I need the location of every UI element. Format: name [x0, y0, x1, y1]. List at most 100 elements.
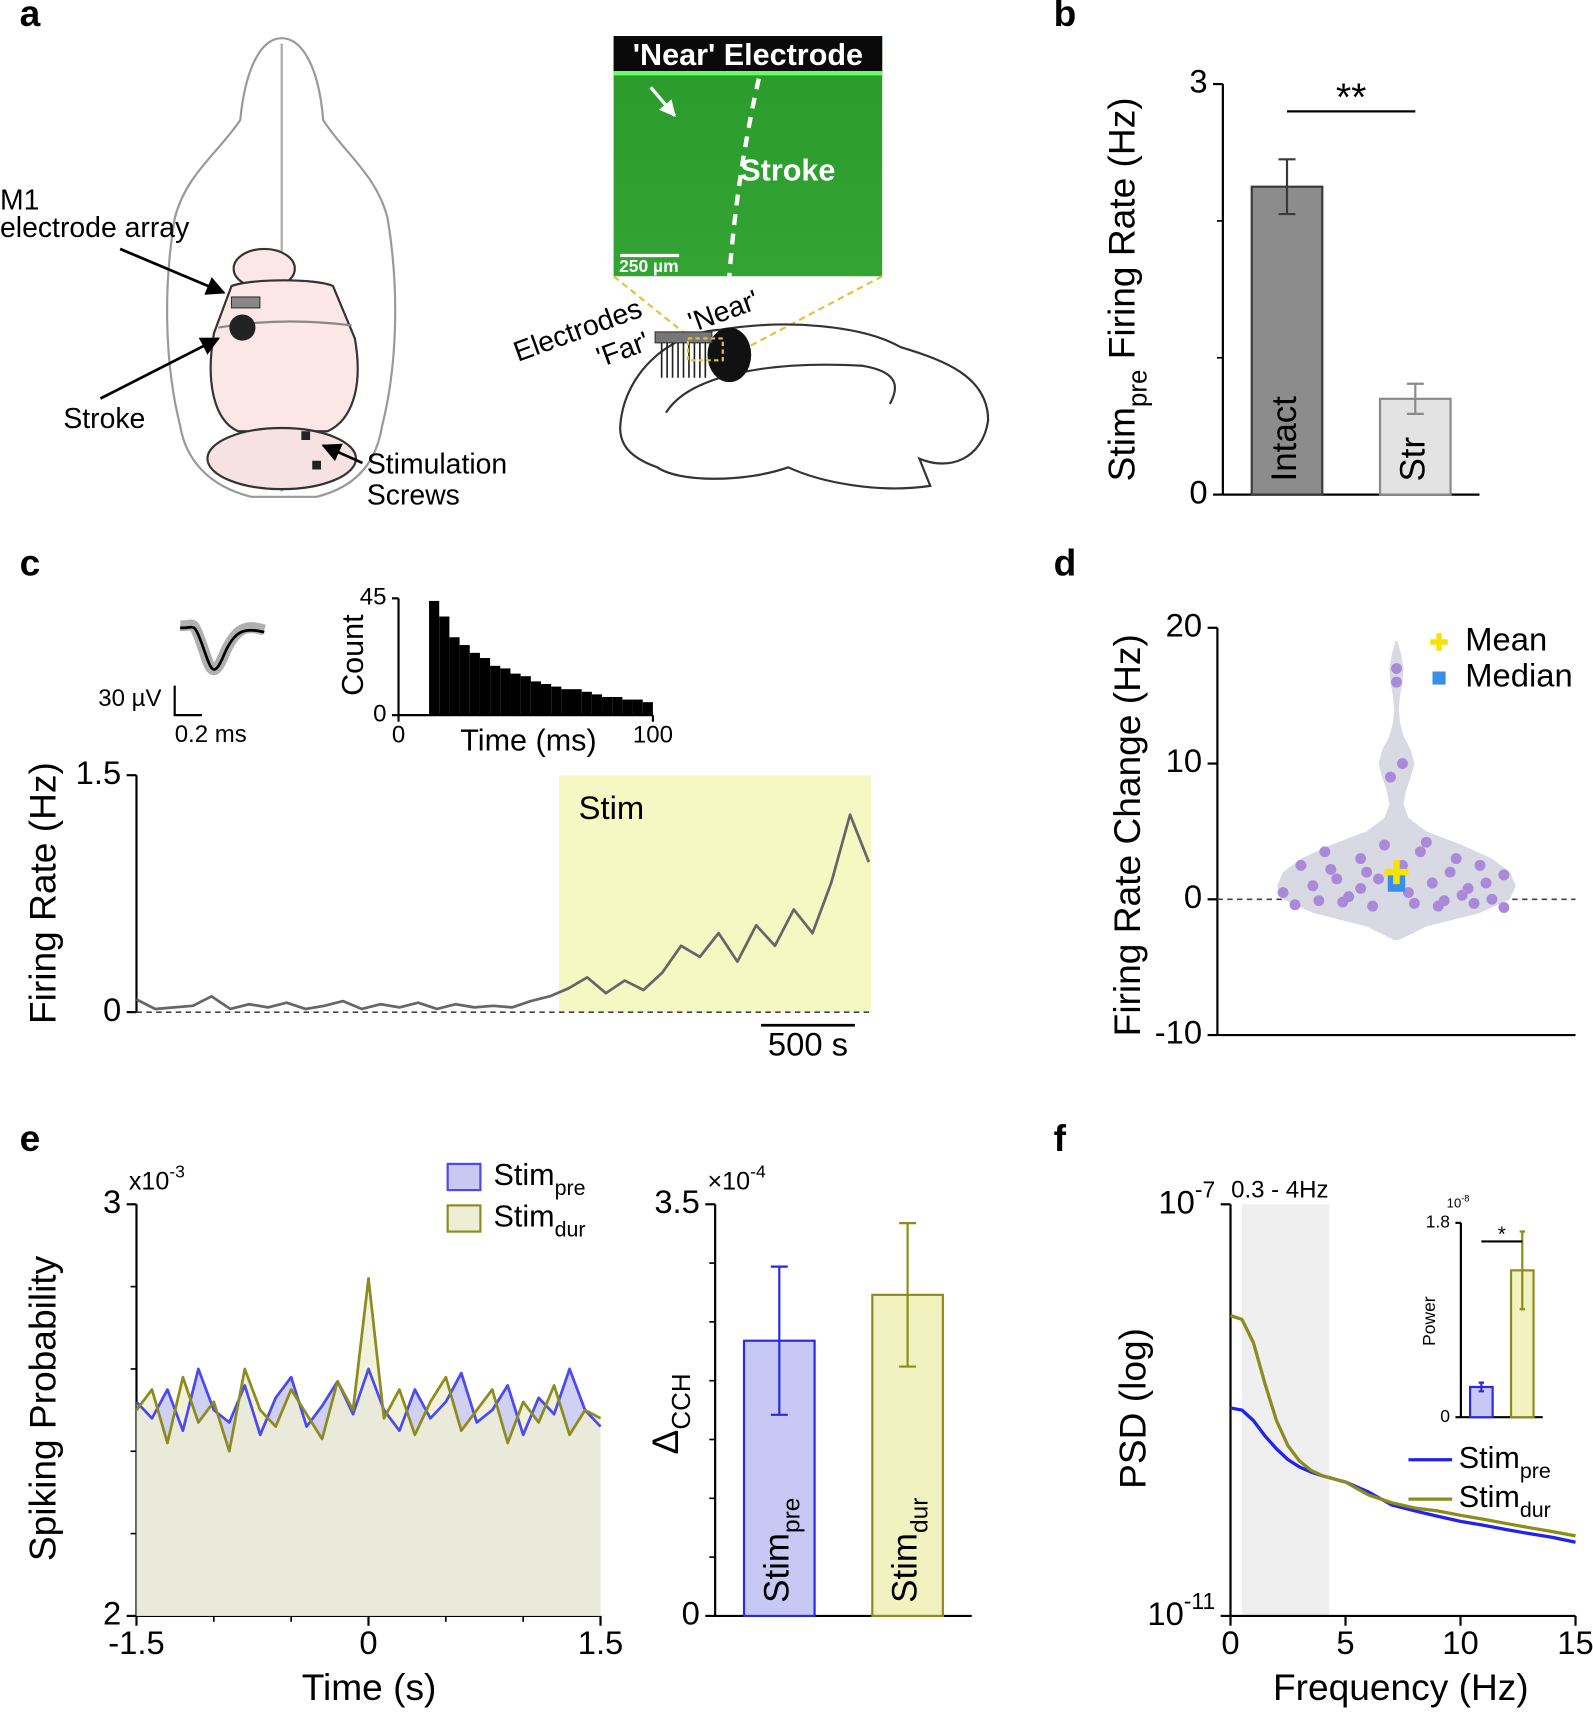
panel-label: e — [20, 1117, 41, 1159]
label: Stroke — [63, 403, 145, 435]
y-axis-label: Spiking Probability — [22, 1255, 64, 1561]
zoom-box — [686, 337, 724, 362]
shade-label: Stim — [579, 789, 645, 826]
y-tick-label: 3 — [103, 1183, 121, 1220]
legend-swatch — [446, 1162, 482, 1192]
data-point — [1498, 869, 1510, 881]
data-point — [1438, 895, 1450, 907]
histogram-bar — [469, 652, 480, 716]
y-tick-label: 1.8 — [1426, 1211, 1450, 1231]
histogram-bar — [642, 702, 653, 716]
arrow — [119, 247, 226, 295]
significance-label: ** — [1336, 75, 1367, 119]
arrow — [99, 337, 221, 400]
data-point — [1307, 880, 1319, 892]
error-bar — [1478, 1381, 1485, 1393]
histogram-bar — [530, 681, 541, 716]
data-point — [1277, 887, 1289, 898]
data-point — [1391, 676, 1402, 688]
data-point — [1402, 887, 1414, 898]
sagittal-brain — [619, 323, 990, 490]
histogram-bar — [571, 689, 582, 716]
panel-label: b — [1054, 0, 1077, 34]
data-point — [1450, 853, 1462, 865]
waveform-inset: 30 µV 0.2 ms — [98, 619, 266, 748]
y-axis-label: PSD (log) — [1111, 1328, 1153, 1489]
panel-label: f — [1054, 1117, 1067, 1159]
histogram-bar — [449, 637, 460, 716]
y-tick-label: 0 — [682, 1595, 700, 1632]
data-point — [1355, 882, 1367, 894]
x-tick-label: 1.5 — [578, 1624, 624, 1661]
legend-label: Stimdur — [1459, 1480, 1551, 1522]
cerebellum — [206, 426, 358, 491]
bar-label: Stimdur — [886, 1498, 934, 1603]
label: Screws — [367, 479, 460, 511]
bar — [1250, 185, 1324, 496]
data-point — [1420, 836, 1432, 848]
legend-label: Median — [1465, 657, 1572, 694]
histogram-bar — [429, 600, 440, 716]
x-axis-label: Frequency (Hz) — [1273, 1666, 1529, 1708]
histogram-bar — [591, 694, 603, 716]
zoom-line — [612, 275, 687, 335]
histogram-bar — [561, 689, 572, 716]
series-area — [136, 1278, 601, 1616]
data-point — [1337, 896, 1349, 908]
data-point — [1373, 873, 1385, 885]
image-band — [613, 36, 883, 74]
legend-swatch — [1432, 671, 1446, 685]
error-bar — [1519, 1230, 1525, 1311]
bar-label: Stimpre — [758, 1498, 806, 1603]
series-line — [1229, 1313, 1576, 1538]
histogram-bar — [490, 665, 501, 716]
arrow — [321, 443, 364, 465]
histogram-bar — [520, 676, 531, 716]
error-bar — [770, 1265, 788, 1416]
y-tick-label: -10 — [1155, 1014, 1202, 1051]
histogram-bar — [622, 699, 633, 716]
legend-label: Stimpre — [1459, 1441, 1551, 1483]
series-line — [135, 1277, 602, 1453]
y-axis-label: Firing Rate Change (Hz) — [1106, 634, 1148, 1036]
data-point — [1408, 897, 1420, 909]
arrow — [649, 86, 677, 117]
data-point — [1474, 859, 1486, 871]
label: 250 µm — [619, 256, 679, 276]
data-point — [1295, 859, 1307, 871]
stroke-border — [727, 78, 761, 277]
y-axis-label: Stimpre Firing Rate (Hz) — [1100, 97, 1152, 481]
x-axis-label: Time (ms) — [460, 724, 596, 758]
legend-swatch — [446, 1204, 482, 1233]
legend-label: Stimdur — [494, 1200, 586, 1242]
significance-label: * — [1498, 1223, 1506, 1246]
screw — [301, 431, 311, 441]
data-point — [1456, 889, 1468, 901]
histology-image — [613, 36, 883, 277]
y-tick-label: 0 — [1440, 1406, 1450, 1426]
data-point — [1367, 900, 1379, 912]
y-tick-label: 0 — [1184, 878, 1202, 915]
sagittal-detail — [665, 363, 896, 414]
data-point — [1379, 839, 1390, 851]
data-point — [1391, 663, 1402, 674]
x-tick-label: -1.5 — [108, 1624, 164, 1661]
data-point — [1414, 846, 1426, 858]
x-tick-label: 0 — [359, 1624, 377, 1661]
histogram-bar — [510, 673, 521, 716]
y-tick-label: 1.5 — [76, 754, 122, 791]
label: M1 — [0, 184, 39, 216]
data-point — [1444, 866, 1456, 878]
y-tick-label: 10-7 — [1158, 1176, 1215, 1220]
x-tick-label: 100 — [633, 721, 673, 748]
y-axis-label: ΔCCH — [644, 1373, 696, 1454]
shade-band — [559, 775, 872, 1013]
y-tick-label: 20 — [1166, 606, 1202, 643]
data-point — [1486, 893, 1498, 905]
y-tick-label: 0 — [103, 991, 121, 1028]
error-bar — [1278, 158, 1296, 216]
x-axis-label: Time (s) — [302, 1666, 437, 1708]
y-tick-label: 3 — [1189, 63, 1207, 100]
legend-label: Mean — [1465, 621, 1547, 658]
